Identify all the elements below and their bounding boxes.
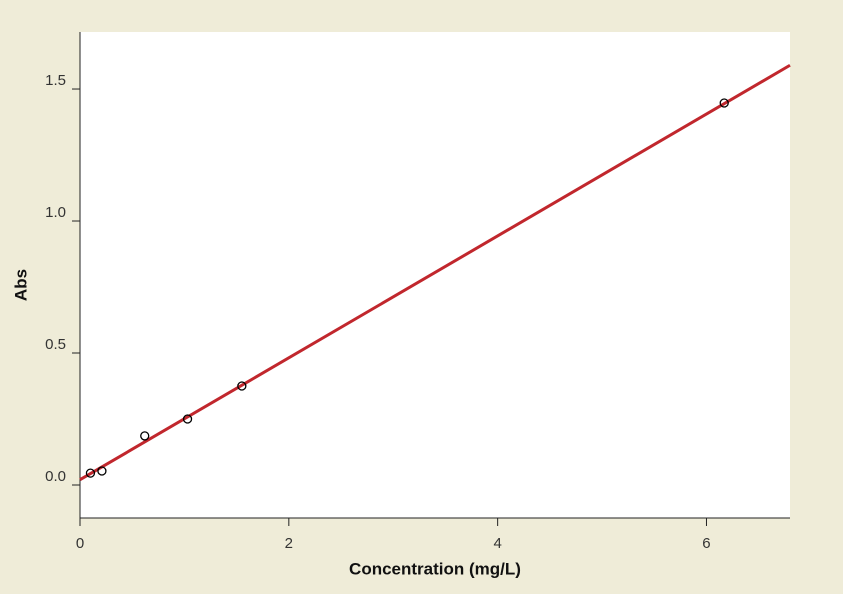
data-point	[85, 468, 96, 478]
x-axis-label: Concentration (mg/L)	[349, 559, 521, 578]
y-tick-label: 0.0	[45, 468, 66, 485]
plot-area	[80, 32, 790, 518]
fit-line	[79, 63, 791, 482]
data-point	[719, 98, 729, 108]
x-tick-label: 0	[76, 535, 84, 552]
data-point	[182, 414, 193, 424]
data-point	[237, 381, 247, 391]
y-tick-label: 1.5	[45, 72, 66, 89]
data-point	[140, 431, 150, 441]
x-tick-label: 2	[285, 535, 293, 552]
x-tick-label: 4	[493, 535, 501, 552]
data-point	[97, 466, 107, 476]
y-tick-label: 0.5	[45, 336, 66, 353]
x-tick-label: 6	[702, 535, 710, 552]
y-axis-label: Abs	[11, 269, 30, 301]
y-tick-label: 1.0	[45, 204, 66, 221]
